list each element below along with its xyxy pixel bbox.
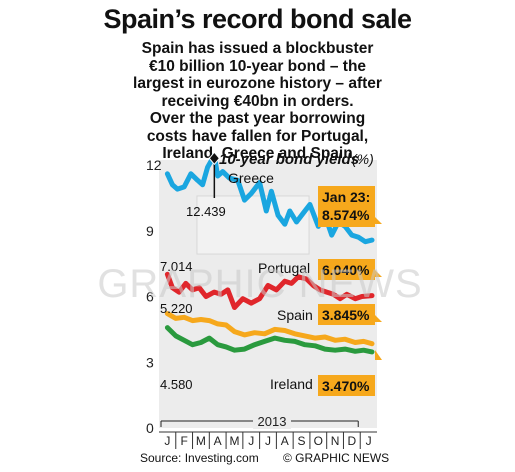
start-value-spain: 5.220 (160, 301, 193, 316)
series-label-ireland: Ireland (270, 376, 313, 392)
x-tick-label: D (348, 434, 357, 448)
chart-title: Spain’s record bond sale (103, 4, 412, 34)
x-tick-label: O (314, 434, 323, 448)
x-tick-label: M (229, 434, 239, 448)
series-line-ireland (164, 325, 375, 355)
y-tick-label: 9 (146, 223, 154, 239)
callout-greece-date: Jan 23: (322, 189, 370, 205)
subtitle-line: costs have fallen for Portugal, (146, 127, 369, 145)
chart-unit: (%) (352, 151, 374, 167)
callout-spain-value: 3.845% (322, 307, 370, 323)
callout-portugal (318, 259, 382, 280)
series-label-spain: Spain (277, 307, 313, 323)
source-note: Source: Investing.com (140, 451, 259, 465)
x-tick-label: S (298, 434, 306, 448)
series-label-portugal: Portugal (258, 260, 310, 276)
x-tick-label: N (331, 434, 340, 448)
subtitle-line: Spain has issued a blockbuster (141, 40, 374, 57)
y-tick-label: 0 (146, 420, 154, 436)
x-tick-label: J (248, 434, 254, 448)
callout-ireland (318, 350, 382, 396)
subtitle-line: €10 billion 10-year bond – the (148, 57, 367, 75)
series-label-greece: Greece (228, 170, 274, 186)
x-tick-label: J (265, 434, 271, 448)
chart-subtitle: 10-year bond yields (219, 151, 359, 168)
peak-marker (208, 151, 220, 166)
x-tick-label: J (164, 434, 170, 448)
series-line-portugal (164, 271, 375, 310)
subtitle-line: Over the past year borrowing (149, 110, 366, 127)
callout-ireland-value: 3.470% (322, 378, 370, 394)
y-tick-label: 6 (146, 289, 154, 305)
x-tick-label: A (281, 434, 289, 448)
plot-overlay (196, 195, 310, 255)
subtitle: Spain has issued a blockbuster €10 billi… (100, 40, 415, 163)
start-value-ireland: 4.580 (160, 377, 193, 392)
series-line-spain (164, 311, 375, 347)
peak-value-label: 12.439 (186, 204, 226, 219)
credit-note: © GRAPHIC NEWS (283, 451, 390, 465)
subtitle-line: receiving €40bn in orders. (161, 92, 354, 110)
y-tick-label: 3 (146, 354, 154, 370)
callout-portugal-value: 6.040% (322, 262, 370, 278)
year-label-bg (253, 413, 291, 429)
start-value-portugal: 7.014 (160, 259, 193, 274)
x-tick-label: M (196, 434, 206, 448)
callout-greece (318, 186, 382, 227)
subtitle-line: largest in eurozone history – after (133, 75, 382, 92)
x-tick-label: A (214, 434, 222, 448)
y-tick-label: 12 (146, 157, 162, 173)
callout-spain (318, 304, 382, 325)
year-label: 2013 (258, 414, 287, 429)
x-tick-label: J (366, 434, 372, 448)
callout-greece-value: 8.574% (322, 207, 370, 223)
x-tick-label: F (180, 434, 187, 448)
